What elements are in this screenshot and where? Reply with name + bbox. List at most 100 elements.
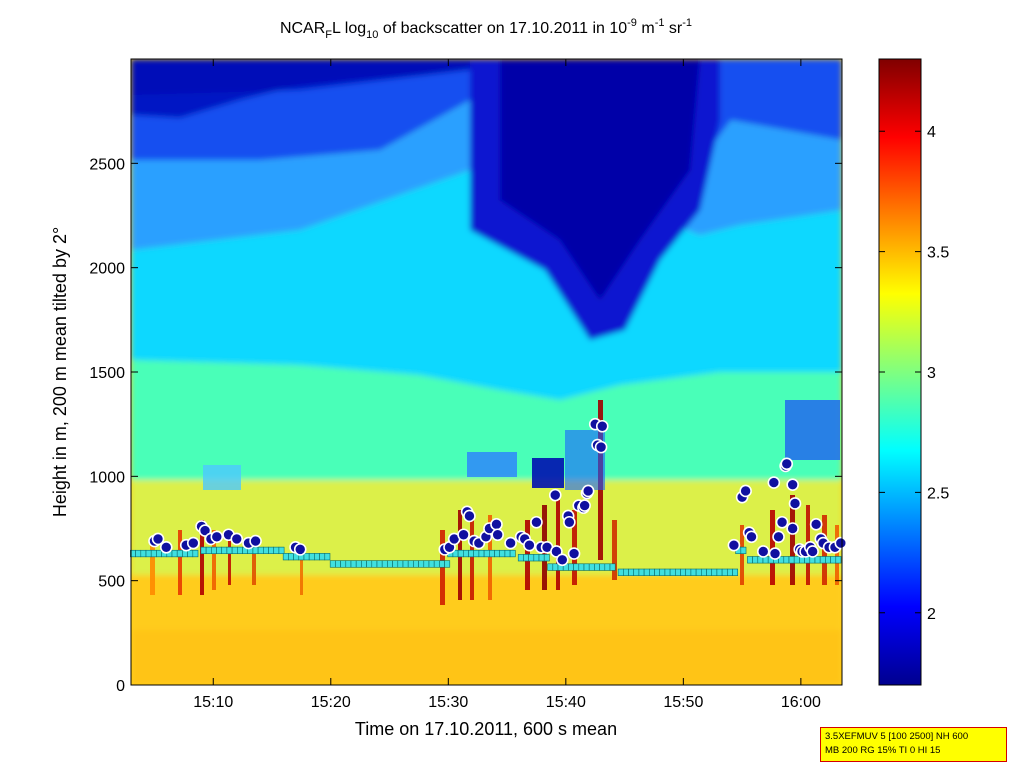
x-axis-label: Time on 17.10.2011, 600 s mean [355, 719, 617, 739]
y-tick-label: 500 [98, 574, 125, 591]
square-marker [428, 560, 435, 568]
square-marker [721, 568, 728, 576]
square-marker [788, 556, 795, 564]
square-marker [150, 549, 157, 558]
square-marker [835, 556, 842, 564]
square-marker [308, 553, 315, 561]
square-marker [573, 563, 580, 571]
square-marker [711, 568, 718, 576]
square-marker [478, 549, 485, 558]
square-marker [282, 553, 289, 561]
square-marker [594, 563, 600, 571]
square-marker [392, 560, 399, 568]
square-marker [819, 556, 826, 564]
square-marker [547, 563, 554, 571]
circle-marker [548, 488, 562, 502]
colorbar-tick-label: 3 [927, 365, 936, 382]
circle-marker [530, 515, 543, 529]
square-marker [324, 553, 331, 561]
square-marker [568, 563, 574, 571]
circle-marker-series [148, 417, 848, 567]
square-marker [468, 549, 475, 558]
square-marker [509, 549, 516, 558]
circle-marker [556, 553, 569, 567]
square-marker [649, 568, 655, 576]
circle-marker [806, 545, 819, 558]
square-marker [252, 546, 259, 555]
square-marker [604, 563, 611, 571]
square-marker [793, 556, 800, 564]
square-marker [288, 553, 294, 561]
circle-marker [491, 528, 504, 542]
colorbar-tick-label: 2 [927, 606, 936, 623]
colorbar-axis: 2 2.5 3 3.5 4 [879, 124, 949, 623]
circle-marker [775, 515, 789, 529]
square-marker [371, 560, 378, 568]
square-marker [654, 568, 661, 576]
square-marker [226, 546, 233, 555]
circle-marker [786, 522, 799, 535]
square-marker [200, 546, 207, 555]
square-marker [659, 568, 666, 576]
square-marker [418, 560, 425, 568]
square-marker [303, 553, 310, 561]
square-marker [314, 553, 320, 561]
square-marker [397, 560, 404, 568]
x-tick-label: 15:20 [311, 694, 351, 711]
square-marker [489, 549, 495, 558]
square-marker [335, 560, 341, 568]
square-marker [628, 568, 635, 576]
square-marker [825, 556, 831, 564]
square-marker [588, 563, 595, 571]
circle-marker [834, 536, 848, 550]
square-marker [423, 560, 430, 568]
square-marker [695, 568, 702, 576]
square-marker [638, 568, 645, 576]
circle-marker [786, 478, 799, 491]
square-marker [609, 563, 616, 571]
square-marker [740, 546, 747, 555]
circle-marker [198, 524, 212, 537]
backscatter-heatmap [131, 59, 842, 685]
circle-marker [768, 547, 782, 560]
circle-marker [159, 540, 173, 554]
square-marker [329, 560, 336, 568]
square-marker [685, 568, 692, 576]
square-marker [361, 560, 367, 568]
square-marker [376, 560, 383, 568]
x-axis: 15:10 15:20 15:30 15:40 15:50 16:00 [193, 59, 821, 711]
square-marker [345, 560, 352, 568]
square-marker [643, 568, 650, 576]
circle-marker [457, 528, 470, 542]
square-marker [355, 560, 362, 568]
square-marker [504, 549, 511, 558]
square-marker [543, 554, 550, 562]
square-marker [747, 556, 753, 564]
square-marker [499, 549, 506, 558]
square-marker [366, 560, 373, 568]
x-tick-label: 15:10 [193, 694, 233, 711]
square-marker [675, 568, 681, 576]
square-marker [523, 554, 529, 562]
square-marker [706, 568, 713, 576]
square-marker [494, 549, 501, 558]
square-marker [732, 568, 739, 576]
square-marker [340, 560, 347, 568]
square-marker [187, 549, 194, 558]
square-marker [402, 560, 409, 568]
square-marker [156, 549, 162, 558]
info-line-1: 3.5XEFMUV 5 [100 2500] NH 600 [825, 731, 969, 742]
y-tick-label: 0 [116, 678, 125, 695]
square-marker [407, 560, 414, 568]
circle-marker [595, 419, 609, 433]
square-marker [538, 554, 545, 562]
square-marker [140, 549, 147, 558]
circle-marker [594, 440, 608, 454]
square-marker [623, 568, 629, 576]
circle-marker [490, 518, 503, 531]
y-tick-label: 1500 [89, 365, 125, 382]
circle-marker [550, 545, 563, 558]
square-marker [690, 568, 697, 576]
square-marker [457, 549, 464, 558]
circle-marker [581, 484, 595, 498]
